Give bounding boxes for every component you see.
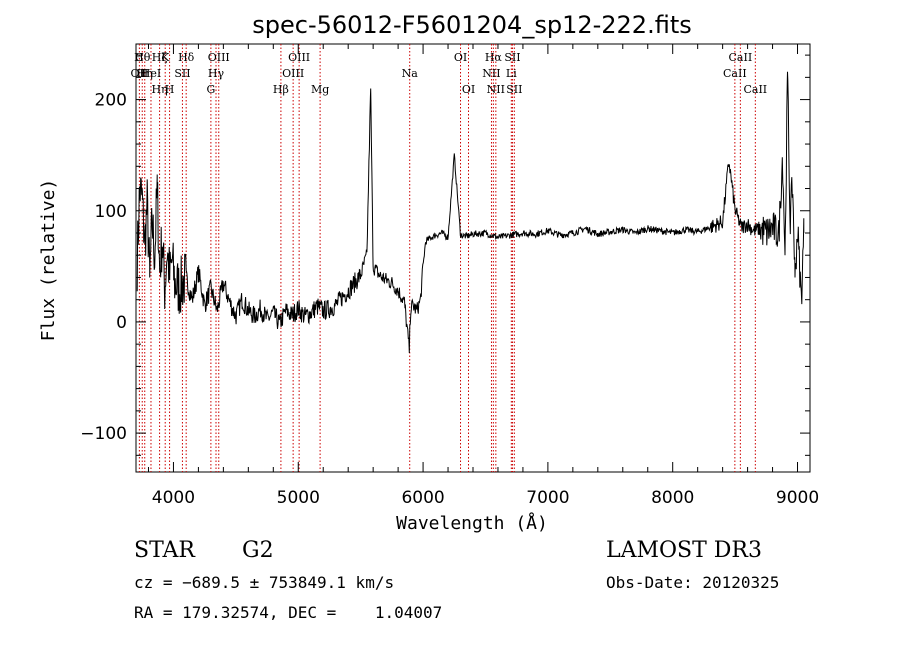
x-tick-label-0: 4000: [152, 488, 195, 508]
line-label-9-2: G: [206, 83, 215, 96]
plot-frame: [135, 43, 811, 473]
y-axis-label: Flux (relative): [38, 179, 59, 342]
x-tick-label-2: 6000: [401, 488, 444, 508]
line-label-20-0: Hα: [485, 51, 503, 64]
line-label-18-2: OI: [462, 83, 475, 96]
observation-date: Obs-Date: 20120325: [606, 573, 780, 592]
line-label-2-1: Hη: [137, 67, 153, 80]
line-label-12-2: Hβ: [273, 83, 289, 96]
survey-name: LAMOST DR3: [606, 538, 762, 563]
line-label-0-1: OII: [131, 67, 149, 80]
spectrum-line: [136, 71, 805, 354]
y-tick-label-2: 100: [95, 202, 127, 222]
line-label-4-0: Hζ: [152, 51, 168, 64]
line-label-4-2: Hη: [151, 83, 167, 96]
line-label-10-1: Hγ: [208, 67, 225, 80]
line-label-7-1: SII: [174, 67, 190, 80]
line-label-8-0: Hδ: [178, 51, 195, 64]
line-label-19-1: NII: [482, 67, 500, 80]
line-label-3-1: HeI: [141, 67, 161, 80]
x-tick-label-4: 8000: [651, 488, 694, 508]
axis-ticks: [136, 44, 810, 472]
line-label-25-1: CaII: [723, 67, 747, 80]
x-tick-label-5: 9000: [776, 488, 819, 508]
line-label-13-1: OIII: [282, 67, 304, 80]
chart-title: spec-56012-F5601204_sp12-222.fits: [252, 11, 691, 39]
x-axis-label: Wavelength (Å): [396, 512, 548, 534]
spectral-line-markers: [138, 44, 756, 472]
line-label-21-2: NII: [487, 83, 505, 96]
y-tick-label-0: −100: [80, 424, 127, 444]
redshift-velocity: cz = −689.5 ± 753849.1 km/s: [134, 573, 395, 592]
x-tick-label-3: 7000: [526, 488, 569, 508]
line-label-16-1: Na: [402, 67, 419, 80]
line-label-15-2: Mg: [311, 83, 329, 96]
line-label-27-2: CaII: [743, 83, 767, 96]
line-label-14-0: OIII: [288, 51, 310, 64]
y-tick-label-1: 0: [116, 313, 127, 333]
object-class: STAR: [134, 538, 195, 563]
line-label-1-0: Hθ: [134, 51, 151, 64]
line-label-11-0: OIII: [208, 51, 230, 64]
line-label-23-0: SII: [504, 51, 520, 64]
line-label-22-1: Li: [506, 67, 517, 80]
y-tick-label-3: 200: [95, 91, 127, 111]
line-label-6-2: H: [165, 83, 175, 96]
spectral-line-labels: COIIHθHηHeIHζHηKHSIIHδGHγOIIIHβOIIIOIIIM…: [131, 51, 768, 96]
line-label-5-0: K: [161, 51, 170, 64]
line-label-0-0: C: [135, 51, 143, 64]
line-label-24-2: SII: [506, 83, 522, 96]
object-subclass: G2: [242, 538, 274, 563]
x-tick-label-1: 5000: [277, 488, 320, 508]
line-label-17-0: OI: [454, 51, 467, 64]
line-label-26-0: CaII: [729, 51, 753, 64]
sky-coordinates: RA = 179.32574, DEC = 1.04007: [134, 603, 443, 622]
axis-tick-labels: 4000 5000 6000 7000 8000 9000 −100 0 100 200: [80, 91, 819, 508]
